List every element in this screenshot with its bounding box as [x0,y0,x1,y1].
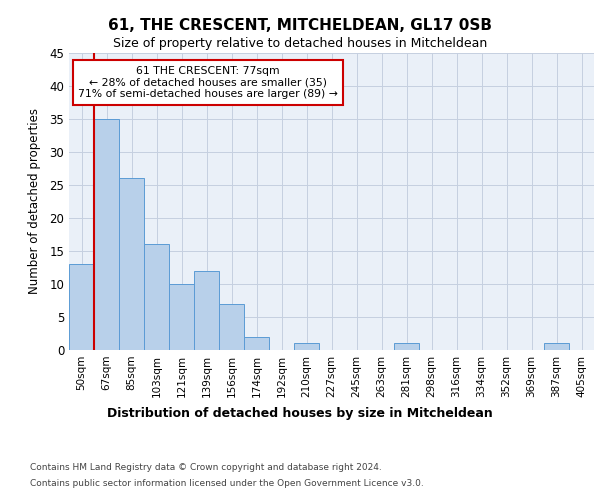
Text: 61 THE CRESCENT: 77sqm
← 28% of detached houses are smaller (35)
71% of semi-det: 61 THE CRESCENT: 77sqm ← 28% of detached… [78,66,338,99]
Bar [194,270,219,350]
Y-axis label: Number of detached properties: Number of detached properties [28,108,41,294]
Bar [69,264,94,350]
Bar [294,344,319,350]
Bar [144,244,169,350]
Bar [544,344,569,350]
Bar [119,178,144,350]
Bar [169,284,194,350]
Bar [94,118,119,350]
Bar [219,304,244,350]
Text: 61, THE CRESCENT, MITCHELDEAN, GL17 0SB: 61, THE CRESCENT, MITCHELDEAN, GL17 0SB [108,18,492,32]
Text: Contains HM Land Registry data © Crown copyright and database right 2024.: Contains HM Land Registry data © Crown c… [30,462,382,471]
Text: Distribution of detached houses by size in Mitcheldean: Distribution of detached houses by size … [107,408,493,420]
Text: Contains public sector information licensed under the Open Government Licence v3: Contains public sector information licen… [30,479,424,488]
Bar [394,344,419,350]
Text: Size of property relative to detached houses in Mitcheldean: Size of property relative to detached ho… [113,38,487,51]
Bar [244,337,269,350]
